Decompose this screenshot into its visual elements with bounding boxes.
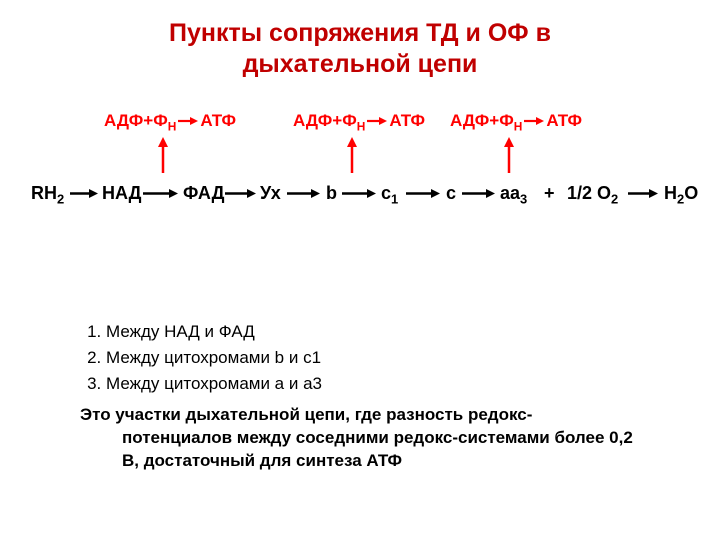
chain-arrow-icon [143, 187, 178, 200]
chain-arrow-icon [462, 187, 495, 200]
coupling-label-cp3: АДФ+ФНАТФ [450, 111, 582, 132]
chain-node-aa3: aa3 [500, 181, 527, 205]
coupling-points-list: Между НАД и ФАД Между цитохромами b и с1 М… [80, 322, 322, 400]
chain-node-o2: 1/2 O2 [567, 181, 618, 205]
summary-line3: В, достаточный для синтеза АТФ [80, 450, 640, 473]
coupling-label-cp1: АДФ+ФНАТФ [104, 111, 236, 132]
chain-node-b: b [326, 181, 337, 205]
list-item: Между НАД и ФАД [106, 322, 322, 342]
slide: Пункты сопряжения ТД и ОФ в дыхательной … [0, 0, 720, 540]
coupling-arrow-icon [156, 137, 170, 173]
chain-arrow-icon [287, 187, 320, 200]
list-item: Между цитохромами b и с1 [106, 348, 322, 368]
coupling-label-cp2: АДФ+ФНАТФ [293, 111, 425, 132]
chain-arrow-icon [628, 187, 658, 200]
chain-node-c1: c1 [381, 181, 398, 205]
list-item: Между цитохромами а и а3 [106, 374, 322, 394]
summary-line2: потенциалов между соседними редокс-систе… [80, 427, 640, 450]
chain-node-c: c [446, 181, 456, 205]
chain-arrow-icon [406, 187, 440, 200]
coupling-arrow-icon [345, 137, 359, 173]
chain-arrow-icon [70, 187, 98, 200]
small-arrow-icon [524, 112, 544, 132]
coupling-arrow-icon [502, 137, 516, 173]
chain-node-rh2: RH2 [31, 181, 64, 205]
title-line2: дыхательной цепи [243, 50, 478, 78]
slide-title: Пункты сопряжения ТД и ОФ в дыхательной … [0, 18, 720, 81]
summary-text: Это участки дыхательной цепи, где разнос… [80, 404, 640, 473]
chain-arrow-icon [225, 187, 256, 200]
ordered-list: Между НАД и ФАД Между цитохромами b и с1 М… [80, 322, 322, 394]
chain-arrow-icon [342, 187, 376, 200]
chain-node-fad: ФАД [183, 181, 224, 205]
small-arrow-icon [178, 112, 198, 132]
plus-sign: + [544, 181, 555, 205]
chain-node-nad: НАД [102, 181, 142, 205]
chain-node-h2o: H2O [664, 181, 698, 205]
respiratory-chain-diagram: RH2 НАД ФАД Ух b c1 c aa3 +1/2 O2 H2O АДФ+ФНАТФ АД… [0, 105, 720, 225]
chain-node-ux: Ух [260, 181, 281, 205]
small-arrow-icon [367, 112, 387, 132]
title-line1: Пункты сопряжения ТД и ОФ в [169, 19, 551, 47]
summary-line1: Это участки дыхательной цепи, где разнос… [80, 405, 532, 424]
